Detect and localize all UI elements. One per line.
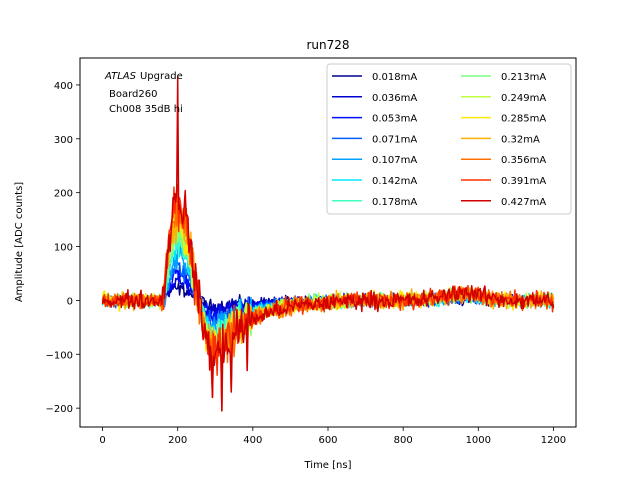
x-tick-label: 600 — [318, 435, 337, 446]
y-axis: −200 −100 0 100 200 300 400 — [46, 81, 80, 415]
y-tick-label: 100 — [54, 243, 73, 254]
y-tick-label: 300 — [54, 135, 73, 146]
plot-area — [79, 57, 577, 428]
legend-label: 0.107mA — [372, 155, 417, 166]
x-axis: 0 200 400 600 800 1000 1200 — [99, 427, 566, 446]
series-group — [101, 76, 555, 412]
series-line-0.427mA — [101, 76, 555, 412]
legend-label: 0.071mA — [372, 134, 417, 145]
legend-label: 0.213mA — [501, 72, 546, 83]
legend-label: 0.427mA — [501, 197, 546, 208]
legend-label: 0.018mA — [372, 72, 417, 83]
legend-label: 0.142mA — [372, 176, 417, 187]
chart-title: run728 — [306, 38, 349, 52]
legend-label: 0.249mA — [501, 93, 546, 104]
annotation-atlas: ATLAS — [104, 71, 137, 82]
x-tick-label: 400 — [243, 435, 262, 446]
legend-label: 0.178mA — [372, 197, 417, 208]
x-tick-label: 1200 — [541, 435, 566, 446]
x-tick-label: 1000 — [466, 435, 491, 446]
y-axis-label: Amplitude [ADC counts] — [14, 182, 25, 302]
annotation-line-3: Ch008 35dB hi — [109, 104, 183, 115]
legend-label: 0.32mA — [501, 134, 540, 145]
x-tick-label: 800 — [394, 435, 413, 446]
y-tick-label: 200 — [54, 189, 73, 200]
x-tick-label: 0 — [99, 435, 105, 446]
legend-label: 0.053mA — [372, 114, 417, 125]
legend-frame — [326, 63, 572, 215]
y-tick-label: −200 — [46, 404, 73, 415]
annotation-upgrade: Upgrade — [140, 71, 183, 82]
legend-label: 0.285mA — [501, 114, 546, 125]
atlas-annotation: ATLAS Upgrade Board260 Ch008 35dB hi — [104, 71, 183, 115]
y-tick-label: −100 — [46, 350, 73, 361]
y-tick-label: 400 — [54, 81, 73, 92]
legend-label: 0.036mA — [372, 93, 417, 104]
x-axis-label: Time [ns] — [303, 460, 351, 471]
x-tick-label: 200 — [168, 435, 187, 446]
legend: 0.018mA 0.036mA 0.053mA 0.071mA 0.107mA 0.142… — [326, 63, 572, 215]
annotation-line-1: ATLAS Upgrade — [104, 71, 183, 82]
legend-label: 0.356mA — [501, 155, 546, 166]
legend-label: 0.391mA — [501, 176, 546, 187]
annotation-line-2: Board260 — [109, 89, 157, 100]
y-tick-label: 0 — [67, 296, 73, 307]
